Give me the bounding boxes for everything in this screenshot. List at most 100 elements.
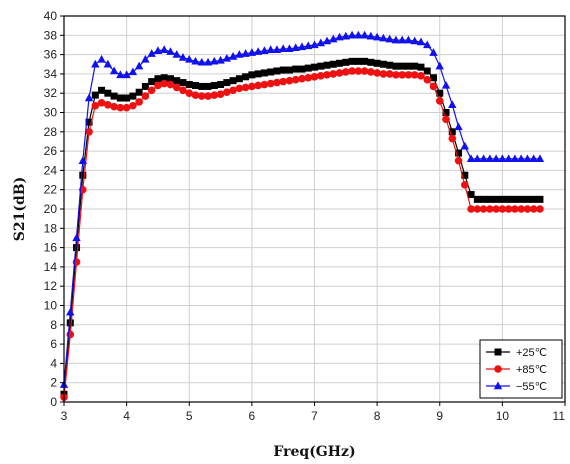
data-point: [448, 128, 456, 136]
data-point: [285, 44, 294, 53]
y-tick-label: 32: [44, 86, 58, 100]
data-point: [248, 71, 256, 79]
series-layer: [59, 30, 545, 401]
data-point: [79, 171, 87, 179]
data-point: [291, 75, 300, 84]
series-2: [60, 67, 544, 401]
legend-label: +85℃: [516, 364, 547, 376]
data-point: [479, 205, 488, 213]
data-point: [260, 46, 269, 54]
data-point: [460, 141, 469, 150]
data-point: [316, 72, 325, 80]
data-point: [216, 90, 225, 98]
data-point: [511, 195, 519, 203]
data-point: [398, 71, 406, 79]
data-point: [397, 35, 407, 44]
data-point: [423, 40, 432, 49]
series-1: [60, 57, 544, 398]
axis-ticks: [60, 15, 566, 406]
data-point: [479, 154, 488, 163]
data-point: [304, 64, 312, 72]
data-point: [297, 42, 307, 51]
data-point: [298, 65, 306, 73]
data-point: [185, 54, 194, 63]
legend: +25℃ +85℃ −55℃: [479, 339, 563, 399]
data-point: [66, 307, 75, 316]
data-point: [141, 54, 150, 63]
data-point: [411, 62, 419, 70]
data-point: [523, 154, 532, 163]
data-point: [429, 74, 437, 82]
data-point: [529, 154, 538, 163]
data-point: [97, 99, 106, 107]
data-point: [116, 70, 125, 79]
x-tick-labels: 3 4 5 6 7 8 9 10 11: [61, 409, 566, 423]
y-tick-label: 38: [44, 28, 58, 42]
data-point: [278, 44, 288, 53]
data-point: [160, 79, 168, 88]
data-point: [486, 205, 494, 213]
data-point: [266, 79, 275, 88]
data-point: [85, 128, 93, 136]
y-tick-label: 6: [50, 337, 57, 351]
x-tick-label: 5: [186, 409, 193, 423]
data-point: [291, 43, 300, 52]
data-point: [267, 68, 275, 76]
data-point: [109, 66, 119, 75]
data-point: [517, 205, 525, 213]
data-point: [185, 81, 193, 89]
data-point: [348, 57, 356, 65]
data-point: [461, 171, 469, 179]
data-point: [354, 57, 362, 65]
data-point: [385, 34, 394, 43]
data-point: [203, 57, 213, 66]
x-tick-label: 4: [123, 409, 130, 423]
data-point: [273, 67, 281, 75]
data-point: [511, 205, 519, 213]
data-point: [78, 156, 87, 164]
data-point: [504, 205, 513, 213]
data-point: [116, 94, 124, 102]
data-point: [516, 154, 526, 163]
data-point: [517, 195, 525, 203]
data-point: [247, 48, 257, 56]
data-point: [260, 80, 269, 89]
data-point: [423, 75, 432, 84]
data-point: [329, 60, 337, 68]
data-point: [285, 66, 293, 74]
data-point: [179, 79, 187, 87]
data-point: [354, 30, 363, 39]
data-point: [535, 154, 545, 163]
x-tick-label: 3: [61, 409, 68, 423]
data-point: [292, 65, 300, 73]
data-point: [228, 52, 238, 60]
data-point: [410, 36, 419, 45]
data-point: [498, 195, 506, 203]
data-point: [179, 86, 187, 95]
x-tick-label: 6: [249, 409, 256, 423]
data-point: [498, 205, 507, 213]
data-point: [342, 68, 350, 76]
data-point: [191, 91, 200, 99]
data-point: [172, 83, 181, 92]
data-point: [466, 154, 476, 163]
x-tick-label: 9: [436, 409, 443, 423]
y-tick-label: 8: [50, 318, 57, 332]
data-point: [417, 72, 425, 80]
data-point: [279, 66, 287, 74]
data-point: [392, 71, 400, 79]
data-point: [166, 75, 174, 83]
data-point: [223, 79, 231, 87]
data-point: [91, 59, 100, 68]
data-point: [147, 49, 156, 57]
data-point: [448, 100, 457, 108]
x-tick-label: 11: [553, 409, 566, 423]
data-point: [304, 73, 313, 82]
y-tick-label: 20: [44, 202, 58, 216]
data-point: [197, 92, 206, 100]
data-point: [441, 80, 451, 89]
data-point: [404, 35, 413, 44]
data-point: [154, 81, 162, 90]
data-point: [429, 82, 438, 91]
